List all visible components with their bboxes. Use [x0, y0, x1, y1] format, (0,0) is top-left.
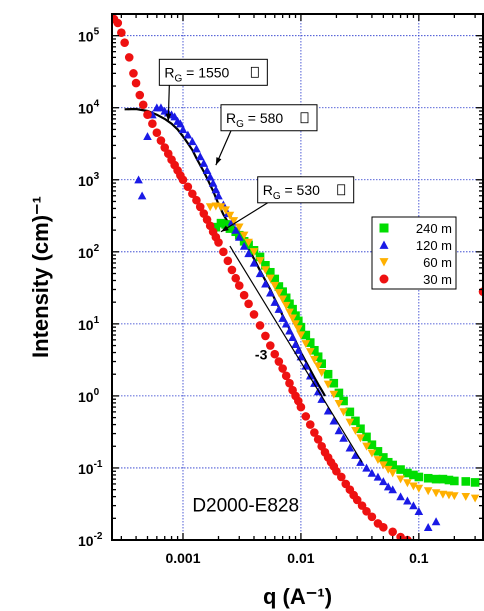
- data-point: [282, 372, 291, 381]
- data-point: [275, 305, 284, 313]
- arrow-head: [216, 157, 222, 165]
- data-point: [250, 310, 259, 319]
- legend-marker: [380, 275, 389, 284]
- data-point: [461, 493, 470, 501]
- data-point: [302, 412, 311, 421]
- rg-annotation: RG = 580: [216, 105, 317, 165]
- y-tick-label: 100: [78, 387, 100, 405]
- legend-label: 60 m: [423, 255, 452, 270]
- y-tick-label: 104: [78, 99, 100, 117]
- data-point: [143, 132, 152, 140]
- slope-line: [230, 246, 362, 462]
- data-point: [450, 477, 459, 486]
- data-point: [138, 191, 147, 199]
- data-point: [388, 527, 397, 536]
- data-point: [148, 119, 157, 128]
- data-point: [228, 266, 237, 275]
- y-tick-label: 10-1: [78, 459, 103, 477]
- data-point: [219, 248, 228, 257]
- data-point: [214, 238, 223, 247]
- data-point: [450, 492, 459, 500]
- x-axis-title: q (A⁻¹): [263, 584, 332, 609]
- x-tick-label: 0.1: [409, 550, 429, 566]
- data-point: [388, 469, 397, 477]
- data-point: [424, 487, 433, 495]
- data-point: [256, 269, 265, 277]
- data-point: [266, 288, 275, 296]
- y-tick-label: 10-2: [78, 531, 103, 549]
- data-point: [324, 370, 333, 379]
- data-point: [415, 485, 424, 493]
- data-point: [196, 152, 205, 160]
- legend-label: 30 m: [423, 272, 452, 287]
- data-point: [471, 478, 480, 487]
- data-point: [461, 477, 470, 486]
- data-point: [261, 279, 270, 287]
- y-tick-label: 105: [78, 27, 100, 45]
- data-point: [143, 110, 152, 119]
- data-point: [235, 281, 244, 290]
- data-point: [471, 495, 480, 503]
- data-point: [368, 512, 377, 521]
- data-point: [153, 128, 162, 137]
- legend: 240 m 120 m 60 m 30 m: [372, 217, 456, 289]
- y-tick-label: 102: [78, 243, 100, 261]
- data-point: [424, 523, 433, 531]
- data-point: [362, 433, 371, 442]
- data-point: [424, 474, 433, 483]
- data-point: [270, 350, 279, 359]
- data-point: [379, 523, 388, 532]
- y-axis-title: Intensity (cm)⁻¹: [28, 196, 53, 358]
- data-point: [192, 144, 201, 152]
- sample-label: D2000-E828: [192, 495, 299, 516]
- x-tick-label: 0.001: [165, 550, 200, 566]
- data-point: [270, 298, 279, 306]
- data-point: [432, 517, 441, 525]
- data-point: [125, 53, 134, 62]
- data-point: [256, 321, 265, 330]
- x-tick-label: 0.01: [287, 550, 314, 566]
- data-point: [231, 274, 240, 283]
- slope-guide: -3: [230, 246, 362, 462]
- data-point: [120, 38, 129, 47]
- data-point: [261, 332, 270, 341]
- legend-marker: [380, 224, 389, 233]
- y-tick-label: 101: [78, 315, 100, 333]
- data-point: [244, 299, 253, 308]
- data-point: [135, 91, 144, 100]
- data-point: [432, 489, 441, 497]
- data-point: [240, 291, 249, 300]
- legend-label: 120 m: [416, 238, 452, 253]
- data-point: [132, 79, 141, 88]
- data-point: [179, 175, 188, 184]
- data-point: [297, 403, 306, 412]
- data-point: [114, 19, 123, 28]
- data-point: [224, 257, 233, 266]
- slope-label: -3: [255, 347, 268, 363]
- legend-label: 240 m: [416, 221, 452, 236]
- data-point: [396, 492, 405, 500]
- y-tick-label: 103: [78, 171, 100, 189]
- data-point: [403, 497, 412, 505]
- data-point: [306, 420, 315, 429]
- data-point: [134, 175, 143, 183]
- data-point: [278, 364, 287, 373]
- data-point: [129, 69, 138, 78]
- data-point: [415, 473, 424, 482]
- data-point: [139, 100, 148, 109]
